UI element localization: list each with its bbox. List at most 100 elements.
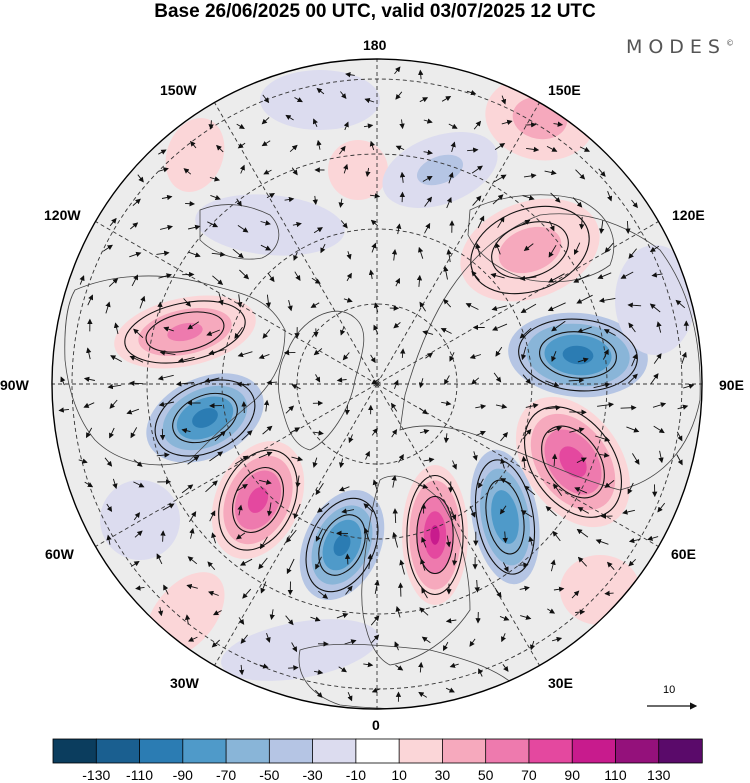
wind-vector-56 <box>448 172 454 184</box>
wind-vector-406 <box>135 585 145 591</box>
wind-vector-396 <box>399 559 405 575</box>
wind-vector-78 <box>522 195 535 201</box>
wind-vector-261 <box>441 400 452 406</box>
wind-vector-32 <box>289 144 298 153</box>
wind-vector-119 <box>495 242 501 255</box>
meridian-line-150 <box>376 383 540 666</box>
wind-vector-10 <box>441 96 452 102</box>
wind-vector-69 <box>284 196 295 203</box>
wind-vector-177 <box>187 321 200 330</box>
wind-vector-320 <box>112 478 118 490</box>
wind-vector-386 <box>130 561 140 567</box>
wind-vector-283 <box>391 428 398 438</box>
wind-vector-236 <box>444 375 450 385</box>
wind-vector-61 <box>575 169 586 180</box>
wind-vector-38 <box>450 141 456 153</box>
wind-vector-152 <box>157 301 163 314</box>
wind-vector-85 <box>159 224 173 231</box>
wind-vector-95 <box>424 222 431 234</box>
wind-vector-66 <box>210 194 221 201</box>
wind-vector-101 <box>579 216 585 230</box>
wind-vector-395 <box>367 553 373 569</box>
wind-vector-465 <box>449 662 459 668</box>
wind-vector-47 <box>209 176 220 182</box>
wind-vector-342 <box>106 503 113 513</box>
anom-neg-w-level-4 <box>192 408 218 428</box>
wind-vectors <box>58 66 695 702</box>
wind-vector-347 <box>237 504 243 516</box>
wind-vector-470 <box>371 687 381 693</box>
wind-vector-77 <box>492 194 504 205</box>
wind-vector-294 <box>676 431 683 442</box>
wind-vector-153 <box>183 298 192 307</box>
wind-vector-98 <box>497 216 505 228</box>
wind-vector-192 <box>577 326 592 334</box>
meridian-line-240 <box>95 383 378 547</box>
wind-vector-249 <box>126 408 140 415</box>
wind-vector-80 <box>572 197 583 208</box>
wind-vector-250 <box>158 401 175 407</box>
wind-vector-449 <box>371 634 380 644</box>
contour-2-0 <box>218 449 298 551</box>
wind-vector-39 <box>467 147 479 153</box>
wind-vector-446 <box>291 642 298 653</box>
wind-vector-143 <box>519 275 537 282</box>
wind-vector-411 <box>260 581 267 594</box>
wind-vector-238 <box>493 372 502 383</box>
wind-vector-366 <box>160 530 166 542</box>
wind-vector-367 <box>189 527 195 539</box>
wind-vector-379 <box>502 531 508 544</box>
wind-vector-67 <box>236 198 242 207</box>
wind-vector-450 <box>394 641 400 651</box>
contour-7-0 <box>518 318 638 392</box>
wind-vector-385 <box>647 535 659 541</box>
contour-0-1 <box>145 311 225 353</box>
wind-vector-227 <box>204 377 220 383</box>
wind-vector-226 <box>175 381 194 387</box>
wind-vector-172 <box>675 299 686 309</box>
wind-vector-91 <box>313 227 323 234</box>
wind-vector-319 <box>84 481 94 488</box>
wind-vector-94 <box>396 223 402 235</box>
wind-vector-376 <box>421 536 427 548</box>
wind-vector-456 <box>551 636 563 643</box>
wind-vector-237 <box>471 377 480 385</box>
wind-vector-284 <box>419 429 430 435</box>
wind-vector-296 <box>104 457 113 467</box>
wind-vector-273 <box>130 427 138 439</box>
wind-vector-58 <box>493 174 507 183</box>
wind-vector-460 <box>314 669 324 675</box>
wind-vector-404 <box>606 561 615 571</box>
wind-vector-70 <box>312 195 318 205</box>
wind-vector-4 <box>294 97 303 103</box>
anom-neg-s2-level-3 <box>491 490 519 544</box>
wind-vector-23 <box>473 120 482 130</box>
wind-vector-190 <box>519 327 532 339</box>
map-title: Base 26/06/2025 00 UTC, valid 03/07/2025… <box>154 1 596 22</box>
wind-vector-280 <box>313 430 324 436</box>
wind-vector-337 <box>553 483 563 496</box>
wind-vector-185 <box>393 322 401 329</box>
wind-vector-41 <box>526 146 540 153</box>
map-boundary <box>51 58 703 710</box>
wind-vector-114 <box>371 242 377 253</box>
wind-vector-25 <box>525 122 537 128</box>
wind-vector-231 <box>315 374 321 383</box>
wind-vector-468 <box>314 689 323 698</box>
wind-vector-198 <box>110 355 123 362</box>
wind-vector-164 <box>465 303 479 310</box>
contour-5-0 <box>475 459 535 575</box>
wind-vector-178 <box>206 329 220 336</box>
wind-vector-6 <box>340 91 347 99</box>
wind-vector-116 <box>418 246 424 259</box>
wind-vector-88 <box>237 225 249 233</box>
wind-vector-282 <box>371 427 378 436</box>
wind-vector-0 <box>345 72 355 78</box>
wind-vector-124 <box>628 248 637 259</box>
wind-vector-336 <box>523 485 536 496</box>
contour-1-1 <box>172 392 238 444</box>
wind-vector-413 <box>318 590 329 599</box>
wind-vector-426 <box>184 614 191 625</box>
wind-vector-402 <box>550 559 556 572</box>
wind-vector-429 <box>269 609 275 620</box>
